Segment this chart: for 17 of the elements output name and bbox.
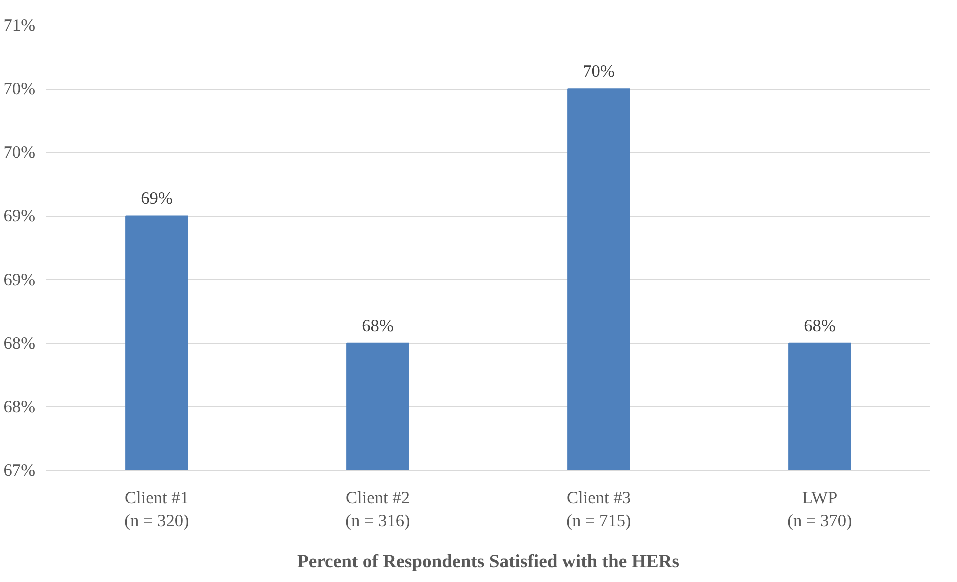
data-label: 70% [583,62,615,82]
y-tick-label: 71% [4,16,36,35]
y-tick-label: 68% [4,397,36,416]
x-tick-label: LWP (n = 370) [788,488,853,530]
x-tick-label: Client #2 (n = 316) [346,488,411,530]
x-axis-title: Percent of Respondents Satisfied with the HERs [297,551,680,572]
x-tick-label: Client #1 (n = 320) [124,488,190,530]
y-tick-label: 70% [4,143,36,162]
y-tick-label: 67% [4,461,36,480]
y-tick-label: 69% [4,270,36,290]
y-tick-label: 68% [4,334,36,353]
y-tick-label: 69% [4,206,36,226]
x-tick-label: Client #3 (n = 715) [566,488,632,530]
data-label: 69% [141,189,173,208]
data-label: 68% [804,316,836,336]
data-label: 68% [362,316,394,336]
y-tick-label: 70% [4,80,36,99]
